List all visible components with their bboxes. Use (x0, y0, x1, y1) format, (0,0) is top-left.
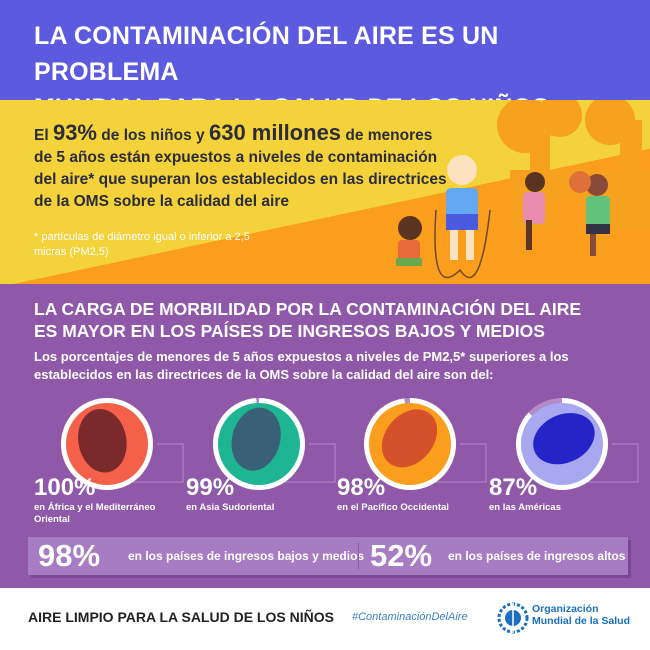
low-income-label: en los países de ingresos bajos y medios (128, 549, 365, 563)
headline-text: El 93% de los niños y 630 millones de me… (34, 120, 447, 211)
stat-93-percent: 93% (52, 120, 97, 145)
section-subtitle: Los porcentajes de menores de 5 años exp… (34, 349, 569, 382)
globe-americas-icon (516, 398, 639, 490)
region-africa: 100% en África y el Mediterráneo Oriental (34, 394, 184, 534)
low-income-percent: 98% (38, 538, 101, 573)
stat-630-million: 630 millones (208, 120, 342, 145)
globe-land (78, 408, 127, 473)
regional-section: LA CARGA DE MORBILIDAD POR LA CONTAMINAC… (0, 284, 650, 588)
section-title: LA CARGA DE MORBILIDAD POR LA CONTAMINAC… (34, 299, 582, 341)
header: LA CONTAMINACIÓN DEL AIRE ES UN PROBLEMA… (0, 0, 650, 122)
headline-band: El 93% de los niños y 630 millones de me… (0, 100, 650, 284)
globe-land (231, 407, 281, 471)
campaign-slogan: AIRE LIMPIO PARA LA SALUD DE LOS NIÑOS (28, 609, 334, 625)
region-western-pacific: 98% en el Pacífico Occidental (337, 394, 487, 534)
who-logo-text: Organización Mundial de la Salud (532, 603, 631, 627)
globe-land (381, 409, 438, 468)
connector-line (539, 443, 639, 483)
who-emblem-icon (497, 602, 529, 634)
connector-line (84, 443, 184, 483)
children-playing-illustration (396, 100, 650, 279)
hashtag-link[interactable]: #ContaminaciónDelAire (352, 611, 468, 623)
high-income-percent: 52% (370, 538, 433, 573)
connector-line (236, 443, 336, 483)
globe-asia-icon (213, 398, 336, 490)
footnote: * partículas de diámetro igual o inferio… (34, 231, 250, 258)
globe-pacific-icon (364, 398, 487, 490)
divider (358, 543, 359, 569)
income-comparison-bar: 98% en los países de ingresos bajos y me… (28, 537, 628, 575)
globe-land (533, 413, 595, 465)
region-americas: 87% en las Américas (489, 394, 639, 534)
high-income-label: en los países de ingresos altos (448, 549, 626, 563)
region-south-east-asia: 99% en Asia Sudoriental (186, 394, 336, 534)
connector-line (387, 443, 487, 483)
footer: AIRE LIMPIO PARA LA SALUD DE LOS NIÑOS #… (0, 588, 650, 650)
globe-africa-icon (60, 398, 184, 490)
